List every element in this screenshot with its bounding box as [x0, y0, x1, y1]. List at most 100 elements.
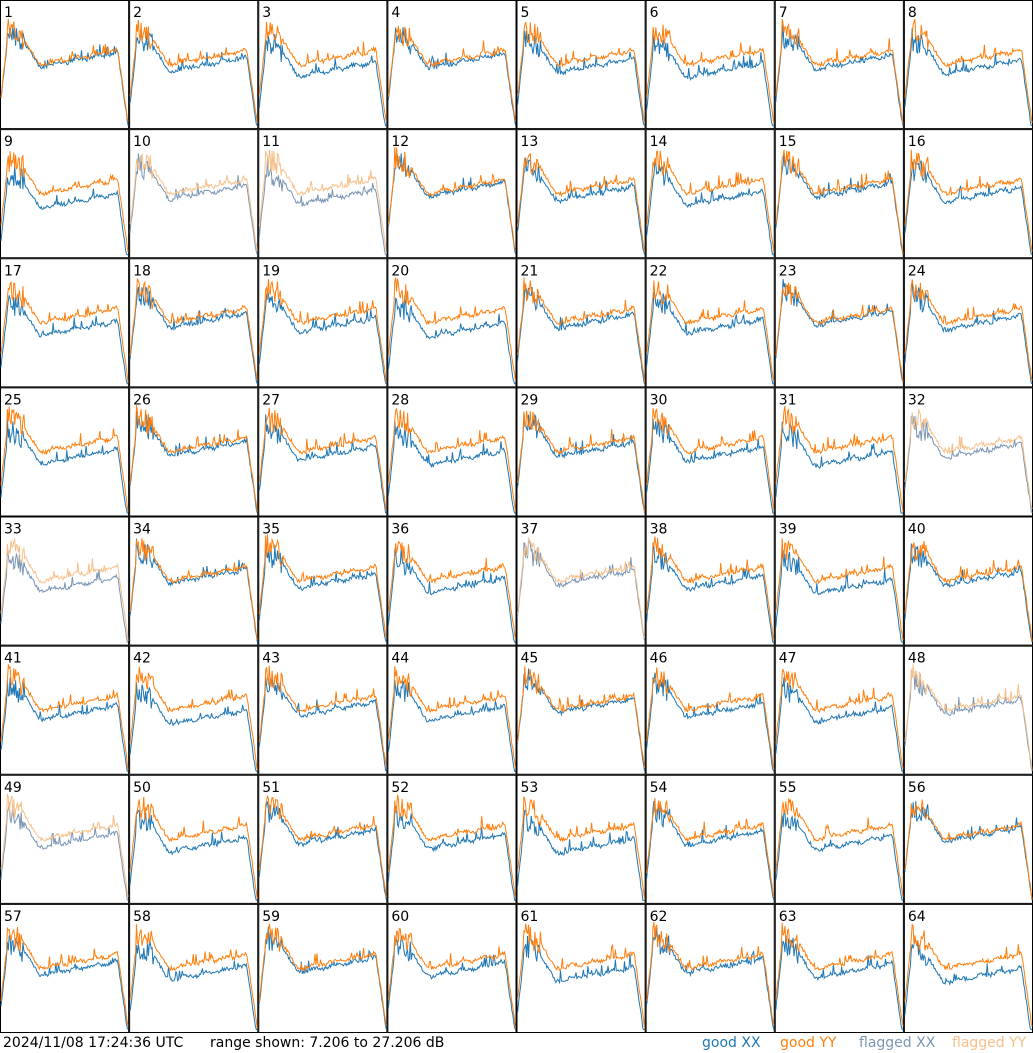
panel-frame — [903, 0, 1033, 130]
panel-44: 44 — [387, 645, 517, 775]
panel-label: 6 — [650, 5, 659, 21]
series-xx — [904, 938, 1032, 1030]
series-yy — [258, 279, 387, 383]
series-yy — [646, 797, 775, 898]
panel-label: 56 — [908, 780, 926, 796]
series-yy — [258, 407, 387, 511]
panel-label: 54 — [650, 780, 668, 796]
panel-frame — [903, 903, 1033, 1033]
panel-49: 49 — [0, 774, 130, 904]
panel-label: 41 — [4, 651, 22, 667]
series-xx — [387, 679, 516, 772]
panel-35: 35 — [258, 516, 388, 646]
panel-frame — [0, 0, 130, 130]
panel-50: 50 — [129, 774, 259, 904]
series-xx — [646, 34, 774, 127]
series-xx — [0, 24, 129, 126]
series-yy — [129, 278, 258, 380]
panel-label: 52 — [391, 780, 409, 796]
series-yy — [129, 666, 258, 771]
panel-60: 60 — [387, 903, 517, 1033]
series-xx — [258, 289, 387, 385]
panel-58: 58 — [129, 903, 259, 1033]
series-yy — [904, 279, 1033, 381]
series-yy — [517, 923, 646, 1029]
series-yy — [517, 22, 646, 123]
panel-62: 62 — [645, 903, 775, 1033]
series-yy — [517, 666, 646, 769]
panel-frame — [903, 387, 1033, 517]
panel-2: 2 — [129, 0, 259, 130]
panel-56: 56 — [903, 774, 1033, 904]
panel-frame — [258, 774, 388, 904]
series-yy — [387, 146, 516, 252]
series-yy — [646, 921, 775, 1026]
legend-flagged-xx-prefix: flagged — [859, 1035, 912, 1051]
series-yy — [904, 18, 1033, 124]
footer: 2024/11/08 17:24:36 UTC range shown: 7.2… — [0, 1033, 1033, 1053]
panel-label: 20 — [391, 263, 409, 279]
series-xx — [517, 809, 645, 901]
panel-label: 9 — [4, 134, 13, 150]
panel-label: 13 — [521, 134, 539, 150]
series-xx — [129, 28, 258, 126]
panel-label: 55 — [779, 780, 797, 796]
panel-label: 34 — [133, 522, 151, 538]
series-xx — [517, 30, 646, 126]
panel-frame — [903, 129, 1033, 259]
series-xx — [0, 935, 129, 1030]
panel-frame — [387, 774, 517, 904]
panel-frame — [903, 774, 1033, 904]
series-yy — [129, 19, 258, 123]
panel-label: 61 — [521, 909, 539, 925]
panel-frame — [0, 774, 130, 904]
panel-43: 43 — [258, 645, 388, 775]
panel-label: 3 — [262, 5, 271, 21]
panel-frame — [645, 0, 775, 130]
panel-20: 20 — [387, 258, 517, 388]
series-yy — [517, 153, 646, 253]
series-xx — [775, 549, 903, 643]
series-yy — [646, 150, 775, 252]
series-yy — [646, 536, 775, 641]
series-xx — [517, 935, 645, 1030]
panel-label: 59 — [262, 909, 280, 925]
panel-frame — [645, 516, 775, 646]
panel-frame — [516, 774, 646, 904]
series-xx — [258, 157, 387, 256]
panel-8: 8 — [903, 0, 1033, 130]
timestamp: 2024/11/08 17:24:36 UTC — [3, 1035, 184, 1051]
panel-label: 45 — [521, 651, 539, 667]
series-yy — [517, 536, 646, 639]
series-xx — [646, 545, 774, 643]
series-yy — [0, 537, 129, 642]
series-yy — [775, 406, 904, 512]
series-xx — [129, 682, 258, 772]
series-yy — [129, 153, 258, 252]
panel-frame — [258, 645, 388, 775]
series-yy — [904, 540, 1033, 642]
panel-label: 47 — [779, 651, 797, 667]
panel-frame — [129, 903, 259, 1033]
series-yy — [775, 798, 904, 897]
panel-frame — [0, 129, 130, 259]
panel-label: 50 — [133, 780, 151, 796]
legend-good-xx: good XX — [702, 1033, 761, 1053]
panel-label: 58 — [133, 909, 151, 925]
series-xx — [646, 160, 774, 256]
panel-label: 18 — [133, 263, 151, 279]
panel-label: 26 — [133, 392, 151, 408]
series-xx — [517, 668, 646, 772]
panel-label: 10 — [133, 134, 151, 150]
panel-label: 44 — [391, 651, 409, 667]
panel-frame — [387, 0, 517, 130]
series-xx — [517, 540, 646, 643]
panel-label: 35 — [262, 522, 280, 538]
panel-label: 63 — [779, 909, 797, 925]
panel-57: 57 — [0, 903, 130, 1033]
panel-64: 64 — [903, 903, 1033, 1033]
series-xx — [0, 677, 129, 772]
panel-19: 19 — [258, 258, 388, 388]
series-yy — [129, 796, 258, 899]
series-xx — [0, 548, 129, 643]
